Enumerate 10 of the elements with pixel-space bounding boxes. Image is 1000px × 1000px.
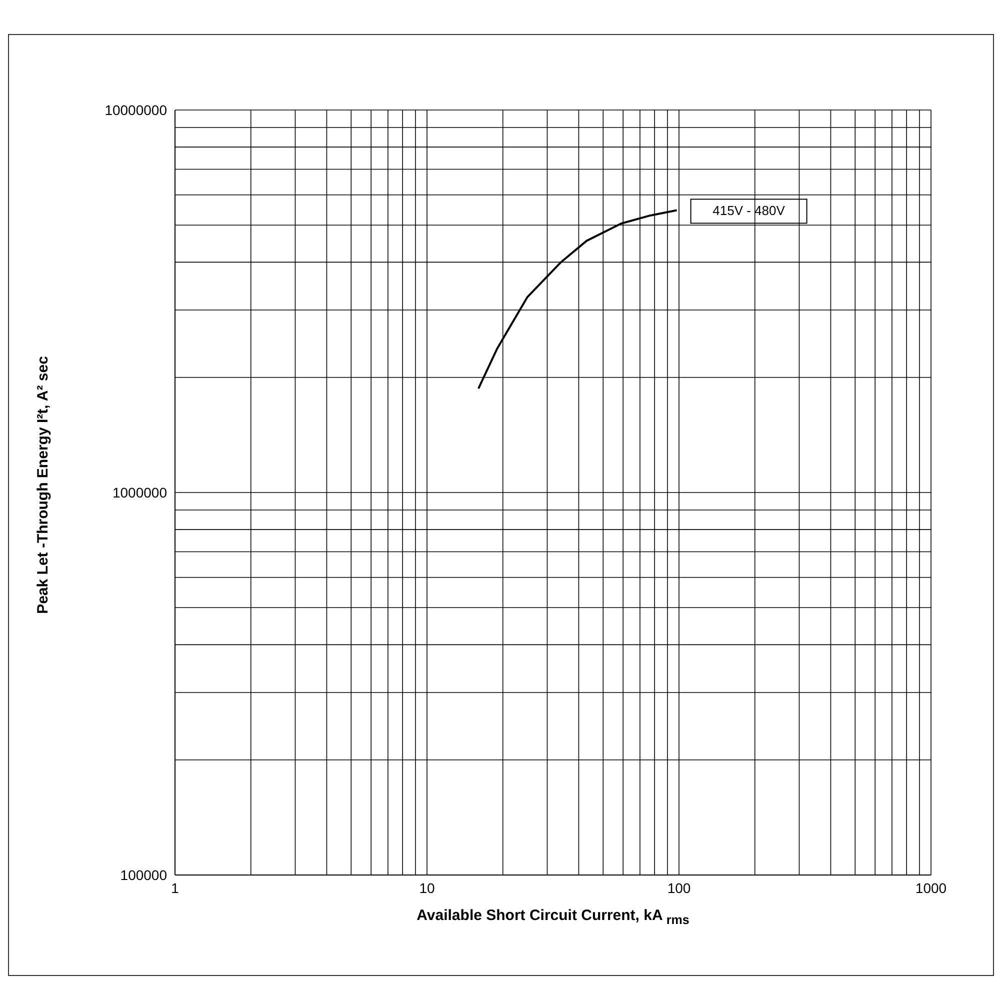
y-tick-label: 10000000 (104, 102, 168, 118)
x-tick-label: 1 (171, 880, 180, 896)
y-tick-label: 100000 (120, 866, 168, 883)
x-tick-label: 1000 (915, 880, 947, 896)
x-tick-label: 10 (419, 880, 435, 896)
x-axis-title: Available Short Circuit Current, kA $_{rms}$ (416, 907, 690, 927)
text: 415V - 480V (712, 203, 786, 218)
x-tick-label: 100 (667, 880, 691, 896)
y-axis-title: Peak Let -Through Energy I²t, A² sec (34, 356, 52, 614)
y-tick-label: 1000000 (112, 484, 168, 500)
